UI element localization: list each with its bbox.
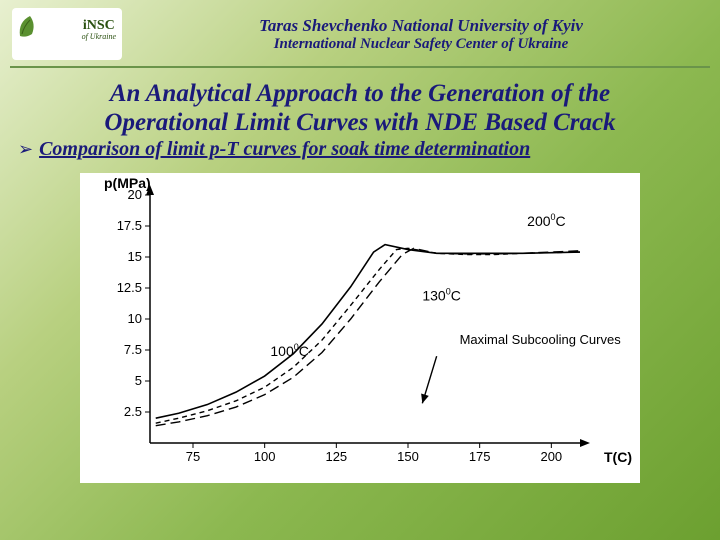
center-name: International Nuclear Safety Center of U… [134,36,708,53]
bullet-text: Comparison of limit p-T curves for soak … [39,138,530,161]
title-block: An Analytical Approach to the Generation… [0,76,720,138]
svg-text:100: 100 [254,449,276,464]
svg-text:5: 5 [135,373,142,388]
title-line-2: Operational Limit Curves with NDE Based … [20,109,700,138]
y-axis-label: p(MPa) [104,175,151,191]
logo-bottom: of Ukraine [82,33,116,42]
svg-text:75: 75 [186,449,200,464]
title-line-1: An Analytical Approach to the Generation… [20,80,700,109]
leaf-icon [16,12,44,40]
svg-text:125: 125 [325,449,347,464]
svg-text:1300C: 1300C [422,286,461,303]
svg-text:10: 10 [128,311,142,326]
svg-text:7.5: 7.5 [124,342,142,357]
x-axis-label: T(C) [604,449,632,465]
svg-text:12.5: 12.5 [117,280,142,295]
svg-text:2.5: 2.5 [124,404,142,419]
chart-svg: 2.557.51012.51517.5207510012515017520010… [80,173,640,483]
svg-text:15: 15 [128,249,142,264]
logo-text: iNSC of Ukraine [82,18,116,42]
logo-top: iNSC [82,18,116,33]
logo: iNSC of Ukraine [12,8,122,60]
svg-text:150: 150 [397,449,419,464]
header: iNSC of Ukraine Taras Shevchenko Nationa… [0,0,720,64]
svg-text:1000C: 1000C [270,342,309,359]
svg-text:Maximal Subcooling Curves: Maximal Subcooling Curves [460,331,622,346]
svg-text:175: 175 [469,449,491,464]
bullet-line: ➢ Comparison of limit p-T curves for soa… [0,138,720,161]
header-titles: Taras Shevchenko National University of … [134,16,708,53]
svg-text:2000C: 2000C [527,212,565,229]
bullet-marker: ➢ [18,139,33,160]
svg-text:17.5: 17.5 [117,218,142,233]
university-name: Taras Shevchenko National University of … [134,16,708,36]
header-rule [10,66,710,68]
svg-text:200: 200 [540,449,562,464]
chart: p(MPa) T(C) 2.557.51012.51517.5207510012… [80,173,640,483]
